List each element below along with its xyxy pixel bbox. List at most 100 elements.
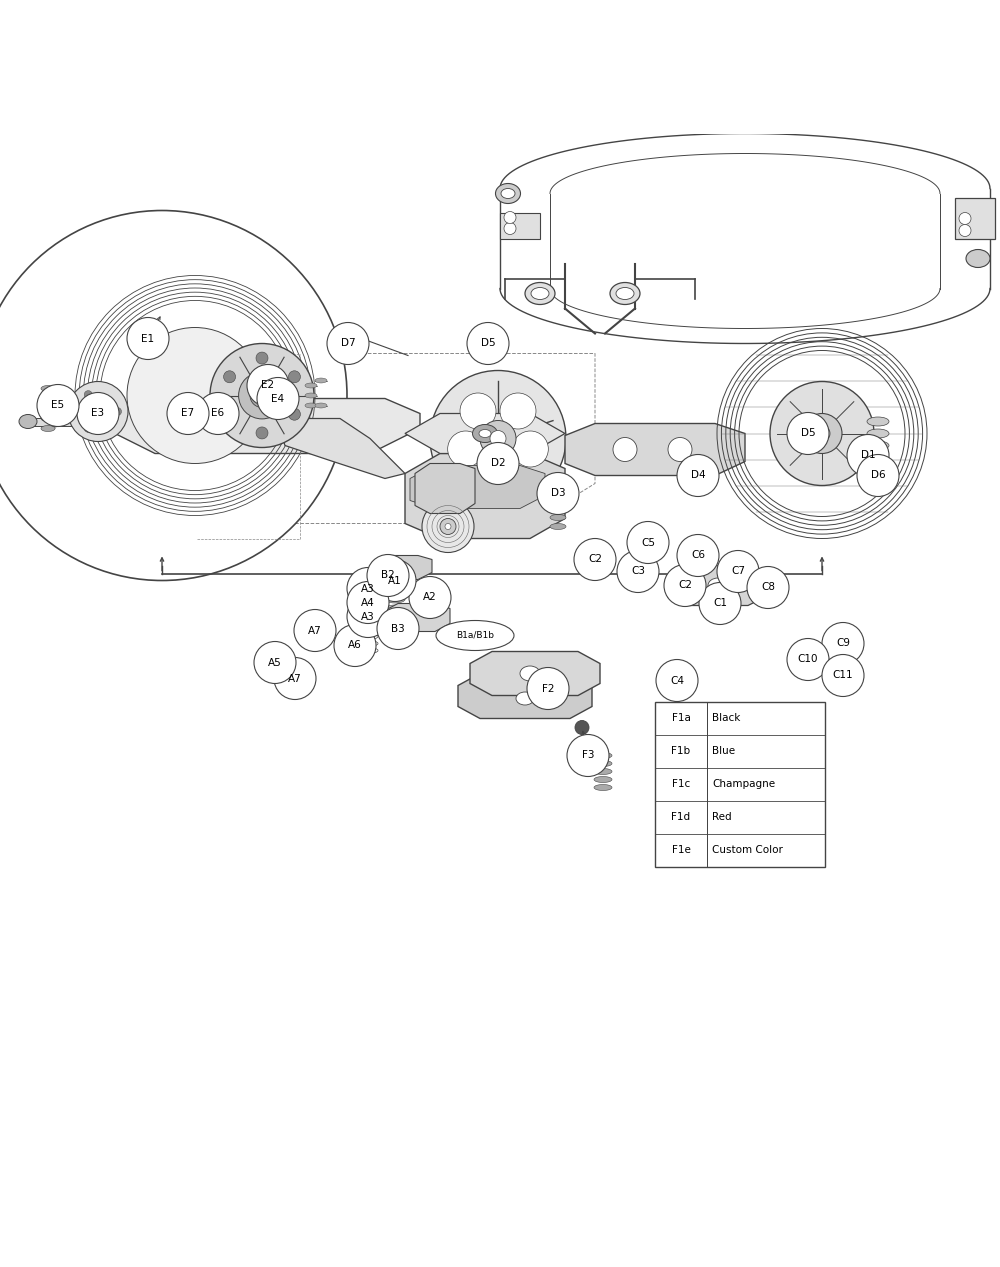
Circle shape	[201, 399, 229, 427]
Circle shape	[334, 625, 376, 666]
Text: C10: C10	[798, 655, 818, 664]
Text: C6: C6	[691, 550, 705, 560]
Ellipse shape	[550, 514, 566, 521]
Circle shape	[247, 365, 289, 407]
Polygon shape	[410, 465, 545, 508]
Circle shape	[239, 372, 285, 419]
Circle shape	[617, 550, 659, 593]
Ellipse shape	[966, 250, 990, 267]
Text: E1: E1	[141, 333, 155, 343]
Circle shape	[409, 576, 451, 618]
Text: A1: A1	[388, 575, 402, 585]
Circle shape	[257, 378, 299, 419]
Ellipse shape	[305, 383, 317, 388]
Circle shape	[175, 397, 201, 422]
Circle shape	[254, 641, 296, 683]
Ellipse shape	[550, 506, 566, 512]
Circle shape	[274, 658, 316, 699]
Circle shape	[838, 637, 848, 647]
Circle shape	[205, 403, 225, 423]
Ellipse shape	[610, 283, 640, 304]
Ellipse shape	[305, 393, 317, 398]
Circle shape	[726, 559, 750, 583]
Circle shape	[377, 607, 419, 650]
Circle shape	[847, 435, 889, 476]
Ellipse shape	[385, 587, 405, 594]
Ellipse shape	[305, 403, 317, 408]
Text: F1a: F1a	[672, 713, 690, 723]
Circle shape	[575, 721, 589, 735]
Ellipse shape	[84, 413, 106, 430]
Text: A5: A5	[268, 658, 282, 668]
Text: E3: E3	[91, 408, 105, 418]
Circle shape	[363, 583, 373, 593]
Text: F1b: F1b	[671, 746, 691, 756]
Ellipse shape	[867, 417, 889, 426]
Circle shape	[959, 213, 971, 224]
Text: B2: B2	[381, 570, 395, 580]
Ellipse shape	[867, 441, 889, 450]
Circle shape	[477, 442, 519, 484]
Circle shape	[512, 431, 548, 468]
Ellipse shape	[616, 288, 634, 299]
Ellipse shape	[501, 189, 515, 199]
Ellipse shape	[516, 692, 534, 704]
Circle shape	[580, 544, 610, 574]
Text: E2: E2	[261, 380, 275, 390]
Polygon shape	[374, 555, 432, 579]
Text: F2: F2	[542, 683, 554, 693]
Polygon shape	[405, 454, 565, 538]
Circle shape	[770, 381, 874, 485]
Circle shape	[537, 473, 579, 514]
Bar	[500, 214, 540, 238]
Polygon shape	[105, 399, 420, 454]
Circle shape	[448, 431, 484, 468]
Ellipse shape	[479, 430, 491, 437]
Circle shape	[167, 393, 209, 435]
Ellipse shape	[594, 777, 612, 783]
Polygon shape	[285, 669, 305, 687]
Circle shape	[733, 565, 743, 575]
Bar	[655, 702, 825, 867]
Text: E4: E4	[271, 394, 285, 403]
Text: E6: E6	[211, 408, 225, 418]
Ellipse shape	[496, 184, 520, 204]
Bar	[28, 418, 96, 426]
Polygon shape	[470, 651, 600, 696]
Ellipse shape	[389, 620, 401, 627]
Circle shape	[656, 660, 698, 702]
Circle shape	[201, 413, 229, 441]
Text: F3: F3	[582, 750, 594, 760]
Text: A6: A6	[348, 641, 362, 650]
Polygon shape	[383, 603, 450, 631]
Ellipse shape	[315, 403, 327, 408]
Text: C9: C9	[836, 639, 850, 649]
Circle shape	[183, 404, 193, 414]
Ellipse shape	[385, 578, 405, 585]
Circle shape	[490, 431, 506, 446]
Circle shape	[668, 437, 692, 461]
Ellipse shape	[315, 378, 327, 383]
Circle shape	[347, 595, 389, 637]
Ellipse shape	[351, 331, 365, 337]
Circle shape	[77, 393, 119, 435]
Circle shape	[787, 639, 829, 680]
Circle shape	[355, 574, 381, 601]
Text: B1a/B1b: B1a/B1b	[456, 631, 494, 640]
Circle shape	[671, 674, 683, 685]
Circle shape	[467, 323, 509, 365]
Circle shape	[90, 403, 106, 419]
Text: A7: A7	[288, 674, 302, 683]
Circle shape	[256, 352, 268, 364]
Polygon shape	[415, 464, 475, 513]
Circle shape	[347, 568, 389, 609]
Circle shape	[747, 566, 789, 608]
Circle shape	[664, 565, 706, 607]
Circle shape	[197, 393, 239, 435]
Circle shape	[822, 655, 864, 697]
Circle shape	[460, 393, 496, 430]
Polygon shape	[565, 423, 745, 475]
Circle shape	[830, 630, 856, 655]
Circle shape	[643, 536, 653, 546]
Polygon shape	[834, 666, 852, 683]
